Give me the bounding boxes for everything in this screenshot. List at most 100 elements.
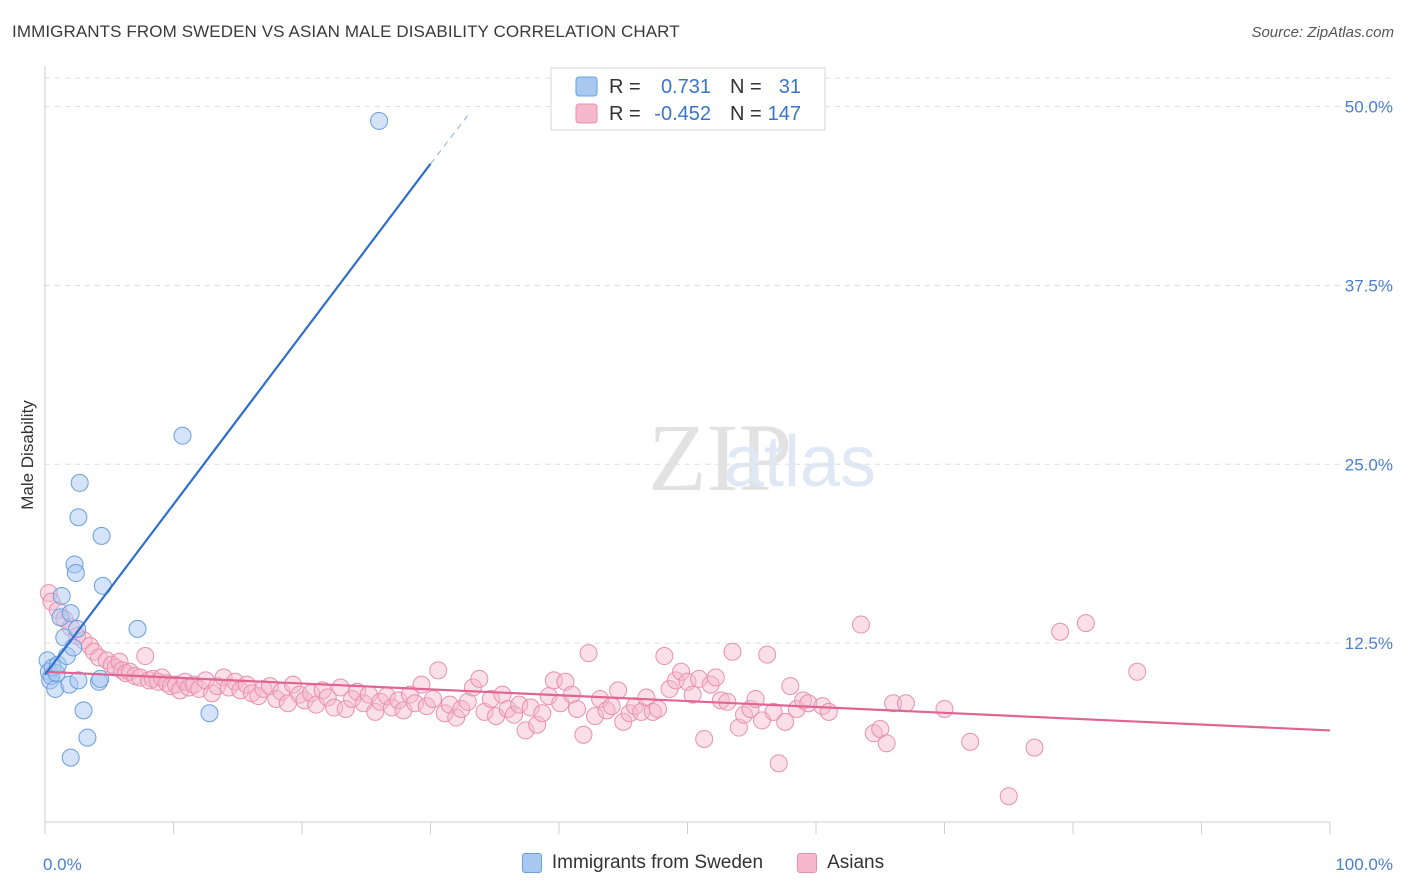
asians-point <box>579 644 598 663</box>
asians-point <box>1051 622 1070 641</box>
sweden-point <box>69 508 88 527</box>
asians-point <box>493 685 512 704</box>
asians-point <box>711 691 730 710</box>
y-tick-label: 50.0% <box>1345 98 1393 117</box>
asians-point <box>648 699 667 718</box>
asians-point <box>400 685 419 704</box>
asians-point <box>84 642 103 661</box>
asians-point <box>794 691 813 710</box>
asians-point <box>672 662 691 681</box>
asians-point <box>1128 662 1147 681</box>
sweden-point <box>61 604 80 623</box>
stats-asians-n-label: N = <box>730 103 762 125</box>
sweden-trend-extension <box>430 113 470 165</box>
asians-point <box>896 694 915 713</box>
sweden-point <box>70 473 89 492</box>
asians-point <box>528 715 547 734</box>
x-tick-label: 100.0% <box>1335 855 1393 874</box>
sweden-point <box>64 638 83 657</box>
asians-point <box>935 699 954 718</box>
asians-point <box>533 704 552 723</box>
asians-point <box>447 708 466 727</box>
asians-point <box>769 754 788 773</box>
asians-point <box>505 705 524 724</box>
stats-asians-r-value: -0.452 <box>654 103 711 125</box>
legend-label-asians: Asians <box>827 852 885 873</box>
asians-point <box>851 615 870 634</box>
stats-sweden-r-label: R = <box>609 76 641 98</box>
asians-point <box>1076 614 1095 633</box>
trend-lines <box>44 113 1331 732</box>
stats-sweden-n-label: N = <box>730 76 762 98</box>
sweden-point <box>66 564 85 583</box>
stats-box: R = 0.731 N = 31 R = -0.452 N = 147 <box>550 67 826 131</box>
asians-point <box>723 642 742 661</box>
x-tick-label: 0.0% <box>43 855 82 874</box>
sweden-point <box>52 586 71 605</box>
legend: Immigrants from Sweden Asians <box>0 852 1406 874</box>
chart-title: IMMIGRANTS FROM SWEDEN VS ASIAN MALE DIS… <box>12 22 680 41</box>
sweden-point <box>69 671 88 690</box>
asians-point <box>764 702 783 721</box>
asians-point <box>318 688 337 707</box>
sweden-point <box>173 426 192 445</box>
asians-point <box>143 669 162 688</box>
asians-point <box>695 730 714 749</box>
asians-point <box>961 732 980 751</box>
asians-point <box>136 647 155 666</box>
asians-point <box>295 691 314 710</box>
stats-swatch-sweden <box>575 76 598 97</box>
asians-point <box>585 707 604 726</box>
stats-sweden-n-value: 31 <box>779 76 801 98</box>
asians-point <box>758 645 777 664</box>
stats-asians-r-label: R = <box>609 103 641 125</box>
y-tick-label: 37.5% <box>1345 276 1393 295</box>
sweden-point <box>370 111 389 130</box>
asians-point <box>429 661 448 680</box>
asians-point <box>510 695 529 714</box>
sweden-point <box>61 748 80 767</box>
asians-points <box>39 584 1147 806</box>
asians-point <box>470 669 489 688</box>
asians-point <box>683 685 702 704</box>
asians-trend-line <box>44 670 1331 732</box>
asians-point <box>366 702 385 721</box>
asians-point <box>516 721 535 740</box>
asians-point <box>877 734 896 753</box>
y-tick-label: 12.5% <box>1345 634 1393 653</box>
asians-point <box>452 699 471 718</box>
sweden-points <box>38 111 389 767</box>
stats-asians-n-value: 147 <box>768 103 801 125</box>
asians-point <box>394 701 413 720</box>
asians-point <box>591 689 610 708</box>
legend-swatch-sweden <box>521 853 542 873</box>
asians-point <box>1025 738 1044 757</box>
sweden-point <box>200 704 219 723</box>
asians-point <box>406 694 425 713</box>
asians-point <box>348 682 367 701</box>
asians-point <box>666 671 685 690</box>
stats-swatch-asians <box>575 103 598 124</box>
asians-point <box>284 675 303 694</box>
asians-point <box>412 675 431 694</box>
sweden-trend-line <box>44 163 432 676</box>
asians-point <box>424 689 443 708</box>
asians-point <box>655 647 674 666</box>
sweden-point <box>78 728 97 747</box>
asians-point <box>602 697 621 716</box>
asians-point <box>458 692 477 711</box>
asians-point <box>290 685 309 704</box>
asians-point <box>487 707 506 726</box>
stats-sweden-r-value: 0.731 <box>661 76 711 98</box>
asians-point <box>417 697 436 716</box>
asians-point <box>884 694 903 713</box>
asians-point <box>574 725 593 744</box>
asians-point <box>435 704 454 723</box>
legend-item-asians: Asians <box>797 852 884 874</box>
sweden-point <box>128 619 147 638</box>
asians-point <box>567 699 586 718</box>
sweden-point <box>92 526 111 545</box>
asians-point <box>481 689 500 708</box>
asians-point <box>325 698 344 717</box>
